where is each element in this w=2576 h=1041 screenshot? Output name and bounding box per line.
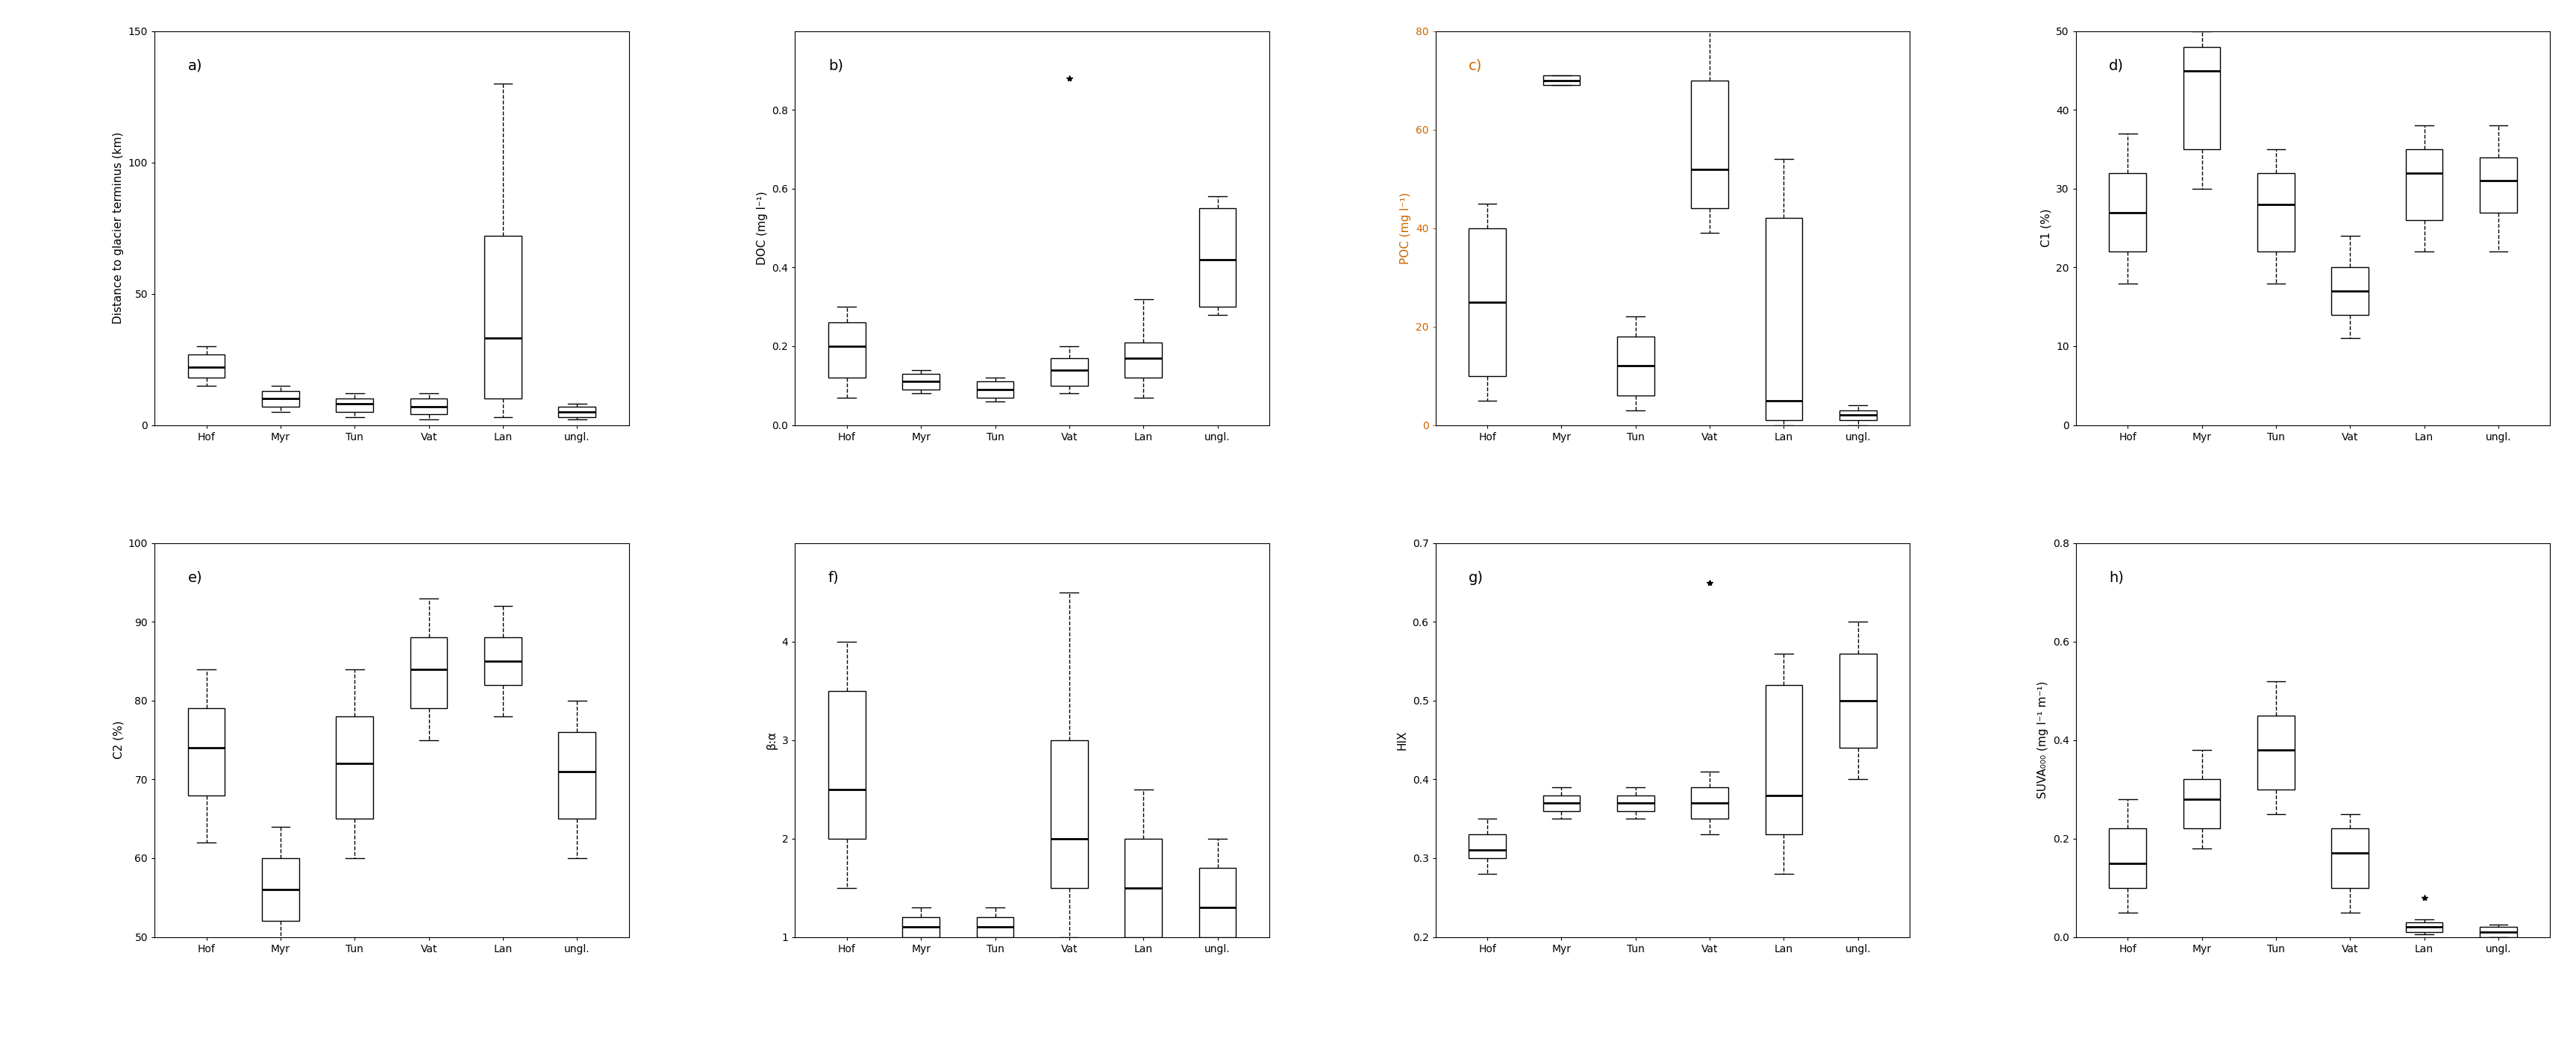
PathPatch shape (902, 917, 940, 937)
PathPatch shape (1198, 868, 1236, 937)
Y-axis label: Distance to glacier terminus (km): Distance to glacier terminus (km) (113, 132, 124, 324)
PathPatch shape (2331, 268, 2370, 314)
Text: d): d) (2110, 58, 2125, 73)
PathPatch shape (1126, 838, 1162, 937)
PathPatch shape (2331, 829, 2370, 888)
Y-axis label: HIX: HIX (1396, 730, 1409, 750)
PathPatch shape (2110, 829, 2146, 888)
Y-axis label: POC (mg l⁻¹): POC (mg l⁻¹) (1401, 193, 1412, 264)
Y-axis label: SUVA₀₀₀ (mg l⁻¹ m⁻¹): SUVA₀₀₀ (mg l⁻¹ m⁻¹) (2038, 681, 2048, 798)
PathPatch shape (484, 236, 520, 399)
Y-axis label: β:α: β:α (765, 731, 778, 750)
PathPatch shape (410, 638, 448, 709)
Text: b): b) (829, 58, 842, 73)
PathPatch shape (263, 858, 299, 921)
PathPatch shape (976, 917, 1012, 937)
PathPatch shape (1468, 228, 1507, 376)
PathPatch shape (829, 323, 866, 378)
PathPatch shape (2481, 928, 2517, 937)
PathPatch shape (1765, 685, 1803, 835)
Text: g): g) (1468, 570, 1484, 585)
PathPatch shape (1839, 654, 1875, 747)
PathPatch shape (1543, 795, 1579, 811)
Y-axis label: C2 (%): C2 (%) (113, 720, 124, 759)
PathPatch shape (976, 382, 1012, 398)
PathPatch shape (2257, 715, 2295, 789)
PathPatch shape (335, 399, 374, 412)
PathPatch shape (1618, 336, 1654, 396)
Text: a): a) (188, 58, 204, 73)
PathPatch shape (1618, 795, 1654, 811)
PathPatch shape (2406, 149, 2442, 221)
PathPatch shape (1692, 80, 1728, 208)
PathPatch shape (1198, 208, 1236, 307)
PathPatch shape (1051, 740, 1087, 888)
PathPatch shape (2257, 173, 2295, 252)
PathPatch shape (2184, 47, 2221, 149)
PathPatch shape (1692, 787, 1728, 819)
PathPatch shape (902, 374, 940, 389)
PathPatch shape (1051, 358, 1087, 385)
Text: e): e) (188, 570, 204, 585)
PathPatch shape (1543, 76, 1579, 85)
PathPatch shape (188, 354, 224, 378)
PathPatch shape (484, 638, 520, 685)
PathPatch shape (2406, 922, 2442, 932)
Text: f): f) (829, 570, 840, 585)
PathPatch shape (1765, 219, 1803, 421)
Text: h): h) (2110, 570, 2123, 585)
PathPatch shape (188, 709, 224, 795)
PathPatch shape (559, 407, 595, 417)
PathPatch shape (1126, 342, 1162, 378)
PathPatch shape (2481, 157, 2517, 212)
PathPatch shape (1839, 410, 1875, 421)
PathPatch shape (2184, 780, 2221, 829)
PathPatch shape (2110, 173, 2146, 252)
PathPatch shape (829, 691, 866, 838)
Text: c): c) (1468, 58, 1481, 73)
PathPatch shape (410, 399, 448, 414)
Y-axis label: C1 (%): C1 (%) (2040, 209, 2053, 248)
PathPatch shape (1468, 835, 1507, 858)
PathPatch shape (335, 716, 374, 819)
PathPatch shape (263, 390, 299, 407)
PathPatch shape (559, 732, 595, 819)
Y-axis label: DOC (mg l⁻¹): DOC (mg l⁻¹) (757, 192, 768, 265)
